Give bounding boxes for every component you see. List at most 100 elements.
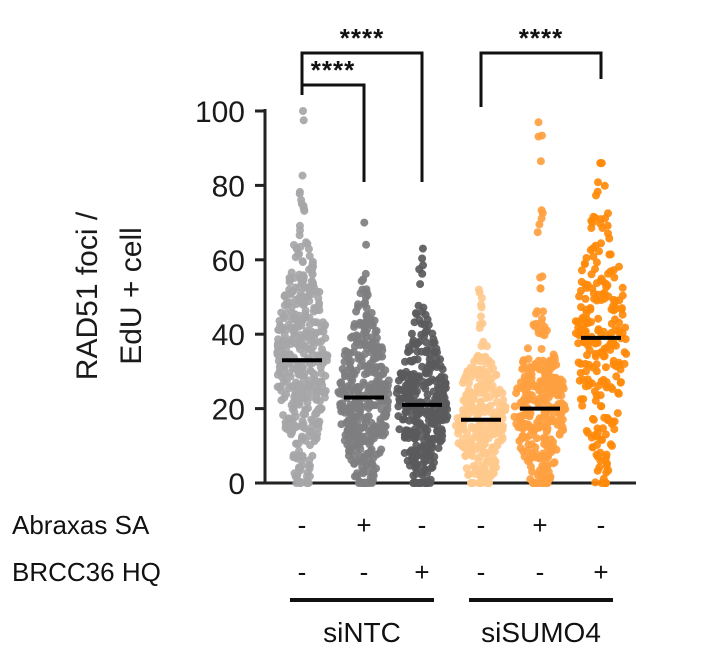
data-point (317, 337, 326, 346)
data-point (417, 330, 426, 339)
data-point (350, 459, 359, 468)
data-point (558, 423, 567, 432)
data-point (537, 206, 546, 215)
data-point (610, 425, 619, 434)
data-point (608, 441, 616, 450)
data-point (533, 228, 542, 237)
data-point (616, 378, 625, 387)
data-point (464, 470, 473, 479)
data-point (308, 290, 317, 299)
data-point (518, 364, 527, 373)
data-point (471, 466, 480, 475)
data-point (534, 118, 543, 127)
data-point (337, 407, 346, 416)
data-point (407, 405, 416, 413)
data-point (540, 472, 549, 481)
data-point (377, 405, 386, 414)
data-point (460, 443, 469, 452)
data-point (465, 379, 473, 388)
data-point (357, 277, 366, 286)
data-point (308, 327, 316, 336)
data-point (437, 435, 446, 444)
data-point (381, 411, 390, 420)
data-point (313, 318, 321, 327)
data-point (615, 326, 624, 335)
data-point (592, 450, 601, 459)
data-point (345, 416, 354, 425)
data-point (433, 426, 442, 435)
data-point (410, 318, 419, 327)
data-point (370, 401, 379, 410)
data-point (577, 266, 586, 275)
condition-sign: - (477, 510, 486, 540)
data-point (412, 441, 421, 450)
data-point (366, 447, 375, 456)
data-point (601, 430, 610, 439)
data-point (308, 350, 317, 359)
data-point (540, 376, 549, 385)
data-point (344, 425, 353, 434)
data-point (491, 420, 500, 429)
data-point (600, 181, 609, 190)
data-point (360, 479, 369, 487)
data-point (582, 305, 590, 314)
data-point (284, 320, 293, 329)
data-point (579, 375, 588, 384)
data-point (423, 444, 432, 452)
data-point (299, 201, 308, 210)
data-point (431, 394, 440, 403)
data-point (303, 479, 312, 487)
data-point (464, 395, 473, 404)
data-point (278, 323, 287, 332)
data-point (618, 283, 627, 292)
data-point (415, 419, 424, 428)
data-point (544, 393, 553, 402)
y-axis: 0 20 40 60 80 100 (195, 96, 636, 501)
data-point (360, 322, 369, 331)
data-point (323, 356, 331, 365)
condition-sign: + (532, 510, 547, 540)
data-point (478, 319, 487, 328)
data-point (574, 358, 583, 367)
data-point (353, 469, 361, 478)
data-point (275, 363, 284, 371)
data-point (538, 464, 547, 473)
data-point (285, 278, 294, 286)
data-point (282, 390, 291, 399)
data-point (596, 159, 605, 168)
data-point (432, 356, 441, 365)
data-point (533, 383, 542, 392)
data-point (303, 468, 312, 477)
data-point (574, 323, 583, 332)
data-point (364, 412, 373, 421)
data-point (475, 432, 484, 441)
data-point (298, 171, 307, 180)
data-point (282, 308, 291, 317)
data-point (422, 338, 431, 347)
data-point (587, 270, 596, 279)
data-point (540, 433, 549, 442)
data-point (598, 277, 607, 286)
data-point (409, 471, 418, 480)
data-point (348, 376, 357, 385)
data-point (584, 428, 592, 437)
data-point (489, 469, 498, 478)
data-point (606, 345, 615, 354)
y-tick-label: 80 (212, 170, 245, 203)
data-point (594, 314, 603, 323)
data-point (371, 364, 380, 373)
data-point (584, 381, 593, 390)
data-point (301, 313, 310, 322)
data-point (538, 414, 547, 423)
data-point (479, 468, 488, 476)
data-point (430, 338, 439, 347)
data-point (477, 381, 486, 390)
data-point (354, 300, 363, 309)
data-point (489, 430, 498, 439)
median-lines (282, 335, 621, 422)
data-point (534, 356, 543, 365)
data-point (467, 479, 476, 487)
data-point (312, 306, 321, 314)
data-point (595, 463, 604, 472)
data-point (601, 456, 610, 465)
